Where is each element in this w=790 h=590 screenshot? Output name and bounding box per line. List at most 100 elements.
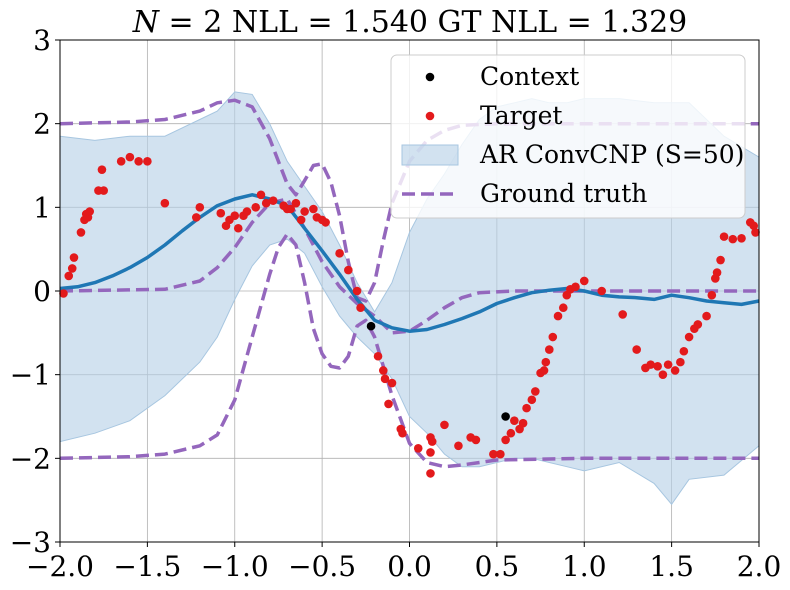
y-axis-ticks: −3 −2 −1 0 1 2 3 xyxy=(10,24,60,559)
x-tick-label-5: 0.5 xyxy=(475,550,520,583)
x-tick-label-7: 1.5 xyxy=(649,550,694,583)
target-point-26 xyxy=(251,203,261,212)
legend-label-0: Context xyxy=(480,62,579,91)
target-point-8 xyxy=(85,207,95,216)
target-point-2 xyxy=(67,264,77,273)
target-point-51 xyxy=(413,443,423,453)
target-point-13 xyxy=(125,152,135,162)
x-tick-label-8: 2.0 xyxy=(737,550,782,583)
target-point-90 xyxy=(676,357,685,367)
target-point-3 xyxy=(69,253,79,262)
x-tick-label-4: 0.0 xyxy=(387,550,432,583)
target-point-98 xyxy=(712,268,722,277)
target-point-55 xyxy=(426,469,435,478)
chart-title: N = 2 NLL = 1.540 GT NLL = 1.329 xyxy=(132,5,688,40)
target-point-25 xyxy=(242,207,252,216)
target-point-43 xyxy=(356,303,365,313)
target-point-18 xyxy=(195,203,205,212)
target-point-15 xyxy=(143,157,152,166)
legend-box xyxy=(390,54,746,219)
target-point-86 xyxy=(653,362,662,371)
y-tick-label-4: 1 xyxy=(33,191,51,224)
series-ground-truth-lower xyxy=(59,232,759,469)
target-point-46 xyxy=(380,374,390,384)
target-point-14 xyxy=(134,157,143,166)
x-tick-label-0: −2.0 xyxy=(26,550,94,583)
legend-marker-1 xyxy=(425,111,435,121)
target-point-33 xyxy=(291,198,301,208)
target-point-83 xyxy=(632,345,641,354)
y-tick-label-2: −1 xyxy=(10,359,51,392)
target-point-105 xyxy=(751,228,760,237)
context-point-0 xyxy=(366,321,376,331)
series-mean xyxy=(59,193,760,333)
target-point-104 xyxy=(749,221,759,231)
target-point-29 xyxy=(268,196,278,205)
target-point-53 xyxy=(426,448,435,457)
target-point-59 xyxy=(471,435,481,445)
target-point-85 xyxy=(646,360,655,369)
target-point-67 xyxy=(522,403,531,413)
x-tick-label-2: −1.0 xyxy=(201,550,269,583)
target-point-73 xyxy=(545,345,554,354)
target-point-44 xyxy=(373,351,383,361)
target-point-23 xyxy=(233,223,243,233)
y-tick-label-6: 3 xyxy=(33,24,51,57)
target-point-89 xyxy=(670,366,680,375)
target-point-62 xyxy=(501,435,510,445)
x-tick-label-6: 1.0 xyxy=(562,550,607,583)
target-point-34 xyxy=(296,215,306,225)
x-tick-label-3: −0.5 xyxy=(288,550,356,583)
target-point-96 xyxy=(707,290,717,300)
target-point-32 xyxy=(286,204,295,214)
target-point-19 xyxy=(216,208,226,218)
y-tick-label-1: −2 xyxy=(10,442,51,475)
target-point-75 xyxy=(553,311,563,321)
target-point-74 xyxy=(548,332,558,342)
target-point-17 xyxy=(192,213,201,222)
target-point-40 xyxy=(335,249,344,258)
target-point-47 xyxy=(384,399,393,409)
target-point-56 xyxy=(440,420,449,430)
target-point-76 xyxy=(558,303,568,313)
target-point-36 xyxy=(309,204,318,214)
target-point-94 xyxy=(693,320,703,329)
target-point-10 xyxy=(97,165,107,174)
target-point-60 xyxy=(489,449,498,459)
target-point-88 xyxy=(663,360,673,369)
target-point-71 xyxy=(539,366,549,375)
target-point-12 xyxy=(116,157,126,166)
target-point-100 xyxy=(719,232,729,241)
legend-marker-0 xyxy=(425,72,435,82)
legend-marker-2 xyxy=(401,144,459,166)
y-tick-label-5: 2 xyxy=(33,108,51,141)
target-point-50 xyxy=(398,428,407,438)
legend-label-2: AR ConvCNP (S=50) xyxy=(479,140,744,169)
context-point-1 xyxy=(501,412,510,421)
x-tick-label-1: −1.5 xyxy=(113,550,181,583)
title-text: = 2 NLL = 1.540 GT NLL = 1.329 xyxy=(159,5,687,40)
y-tick-label-3: 0 xyxy=(33,275,51,308)
target-point-27 xyxy=(256,190,266,200)
target-point-1 xyxy=(64,271,74,281)
target-point-101 xyxy=(728,234,738,244)
target-point-99 xyxy=(716,255,725,265)
title-n-variable: N xyxy=(132,5,161,40)
target-point-91 xyxy=(679,346,689,356)
target-point-4 xyxy=(76,228,86,237)
y-tick-label-0: −3 xyxy=(10,526,51,559)
target-point-80 xyxy=(579,276,589,286)
target-point-45 xyxy=(378,366,388,375)
target-point-28 xyxy=(261,198,271,208)
target-point-35 xyxy=(300,207,309,216)
target-point-87 xyxy=(658,370,668,379)
target-point-16 xyxy=(160,198,170,208)
legend: Context Target AR ConvCNP (S=50) Ground tru… xyxy=(390,54,746,219)
legend-label-1: Target xyxy=(480,101,562,130)
mean-line xyxy=(59,193,760,333)
target-point-81 xyxy=(597,286,607,296)
target-point-69 xyxy=(531,387,540,396)
target-point-95 xyxy=(702,311,711,321)
target-point-92 xyxy=(684,332,694,342)
target-point-0 xyxy=(59,289,68,298)
